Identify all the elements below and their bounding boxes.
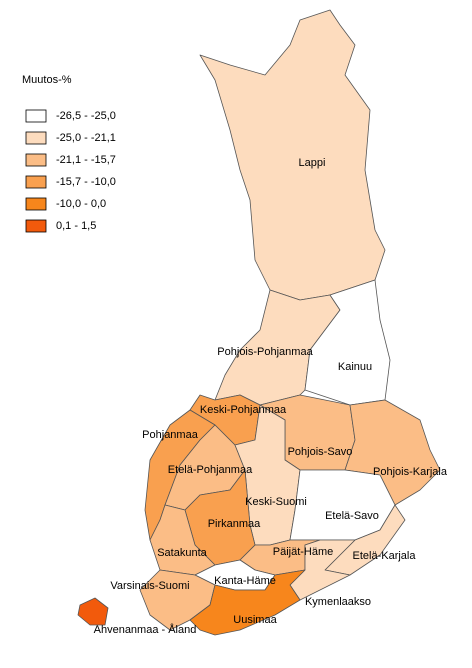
region-label: Pohjois-Savo [288, 446, 353, 458]
regions [77, 9, 441, 636]
legend-swatch [25, 219, 47, 233]
region [344, 399, 441, 506]
region-label: Etelä-Pohjanmaa [168, 464, 253, 476]
region-label: Lappi [299, 157, 326, 169]
region-label: Uusimaa [233, 614, 277, 626]
legend-swatch [25, 109, 47, 123]
legend-label: -21,1 - -15,7 [56, 154, 116, 166]
legend: -26,5 - -25,0 -25,0 - -21,1 -21,1 - -15,7 -… [25, 109, 116, 233]
region-label: Satakunta [157, 547, 207, 559]
legend-label: 0,1 - 1,5 [56, 220, 96, 232]
region-label: Etelä-Savo [325, 510, 379, 522]
legend-swatch [25, 197, 47, 211]
region-label: Etelä-Karjala [353, 550, 417, 562]
region-label: Päijät-Häme [273, 546, 334, 558]
legend-label: -25,0 - -21,1 [56, 132, 116, 144]
legend-label: -26,5 - -25,0 [56, 110, 116, 122]
region-label: Ahvenanmaa - Åland [94, 623, 197, 636]
region-label: Keski-Pohjanmaa [200, 404, 287, 416]
legend-swatch [25, 175, 47, 189]
legend-label: -10,0 - 0,0 [56, 198, 106, 210]
region-label: Kymenlaakso [305, 596, 371, 608]
region-label: Pirkanmaa [208, 518, 261, 530]
region-label: Pohjanmaa [142, 429, 199, 441]
region [189, 569, 306, 636]
region [77, 597, 109, 626]
region-label: Varsinais-Suomi [110, 580, 189, 592]
region-label: Kainuu [338, 361, 372, 373]
legend-swatch [25, 131, 47, 145]
legend-swatch [25, 153, 47, 167]
region-label: Pohjois-Karjala [373, 466, 448, 478]
labels: Lappi Pohjois-Pohjanmaa Kainuu Keski-Pohjan… [94, 157, 448, 636]
legend-label: -15,7 - -10,0 [56, 176, 116, 188]
legend-title: Muutos-% [22, 74, 72, 86]
region-label: Pohjois-Pohjanmaa [217, 346, 313, 358]
region-label: Keski-Suomi [245, 496, 307, 508]
region-label: Kanta-Häme [214, 575, 276, 587]
